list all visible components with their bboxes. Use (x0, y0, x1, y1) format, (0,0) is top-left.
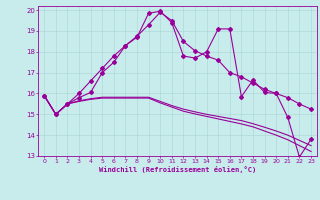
X-axis label: Windchill (Refroidissement éolien,°C): Windchill (Refroidissement éolien,°C) (99, 166, 256, 173)
